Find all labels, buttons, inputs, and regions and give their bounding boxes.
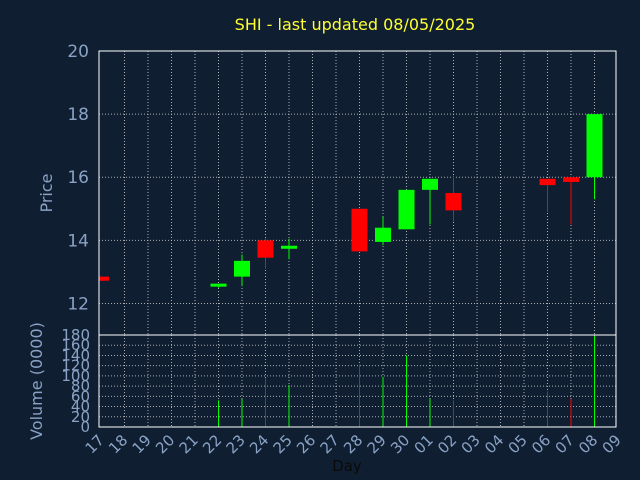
day-tick-label: 22 — [199, 431, 225, 457]
price-tick-label: 18 — [67, 105, 89, 125]
volume-tick-label: 40 — [71, 398, 90, 416]
price-candles — [99, 114, 603, 288]
candle-body — [422, 178, 438, 190]
candle-body — [586, 114, 603, 178]
candle-30 — [398, 189, 415, 230]
day-tick-label: 21 — [176, 431, 202, 457]
day-tick-label: 09 — [599, 431, 625, 457]
volume-tick-label: 140 — [61, 346, 90, 364]
volume-panel-frame — [98, 334, 617, 428]
candle-08 — [586, 114, 603, 200]
price-axis-ticks: 12 14 16 18 20 — [67, 42, 89, 314]
day-tick-label: 30 — [387, 431, 413, 457]
candle-06 — [539, 178, 556, 212]
day-tick-label: 06 — [528, 431, 554, 457]
volume-tick-label: 120 — [61, 357, 90, 375]
candle-body — [99, 276, 109, 281]
price-axis-label: Price — [37, 173, 56, 212]
day-tick-label: 05 — [505, 431, 531, 457]
volume-tick-label: 20 — [71, 408, 90, 426]
day-tick-label: 01 — [411, 431, 437, 457]
day-tick-label: 25 — [270, 431, 296, 457]
volume-tick-label: 60 — [71, 387, 90, 405]
candle-body — [281, 245, 297, 249]
day-tick-label: 18 — [105, 431, 131, 457]
candle-22 — [210, 283, 227, 288]
day-tick-label: 19 — [129, 431, 155, 457]
day-axis-ticks: 1718192021222324252627282930010203040506… — [82, 431, 625, 457]
day-tick-label: 20 — [152, 431, 178, 457]
volume-tick-label: 160 — [61, 336, 90, 354]
candle-body — [398, 189, 415, 230]
candle-02 — [445, 175, 462, 222]
price-panel-frame — [98, 50, 617, 336]
price-tick-label: 14 — [67, 231, 89, 251]
volume-tick-label: 180 — [61, 326, 90, 344]
day-tick-label: 23 — [223, 431, 249, 457]
candle-01 — [422, 178, 438, 225]
day-tick-label: 02 — [434, 431, 460, 457]
day-tick-label: 07 — [552, 431, 578, 457]
volume-tick-label: 100 — [61, 367, 90, 385]
day-tick-label: 03 — [458, 431, 484, 457]
candle-29 — [375, 216, 391, 246]
volume-tick-label: 80 — [71, 377, 90, 395]
candle-23 — [234, 254, 250, 287]
candle-17 — [99, 276, 109, 281]
price-grid — [99, 51, 616, 335]
candle-body — [375, 227, 391, 242]
day-axis-label: Day — [332, 457, 362, 475]
candle-28 — [351, 208, 368, 252]
candle-body — [210, 283, 227, 287]
volume-tick-label: 0 — [80, 418, 90, 436]
day-tick-label: 27 — [317, 431, 343, 457]
day-tick-label: 29 — [364, 431, 390, 457]
candle-body — [351, 208, 368, 252]
volume-axis-label: Volume (0000) — [27, 322, 46, 440]
chart-title: SHI - last updated 08/05/2025 — [235, 15, 476, 34]
volume-grid — [99, 335, 616, 427]
candle-25 — [281, 238, 297, 260]
day-tick-label: 24 — [246, 431, 272, 457]
candle-body — [234, 260, 250, 277]
candle-07 — [563, 177, 579, 225]
candle-24 — [257, 238, 274, 269]
volume-bars — [218, 336, 595, 427]
day-tick-label: 04 — [481, 431, 507, 457]
candle-body — [445, 193, 462, 211]
candle-body — [257, 240, 274, 258]
candle-body — [563, 177, 579, 182]
day-tick-label: 28 — [340, 431, 366, 457]
candle-body — [539, 178, 556, 186]
price-tick-label: 16 — [67, 168, 89, 188]
price-tick-label: 20 — [67, 42, 89, 62]
day-tick-label: 08 — [575, 431, 601, 457]
day-tick-label: 26 — [293, 431, 319, 457]
price-tick-label: 12 — [67, 294, 89, 314]
